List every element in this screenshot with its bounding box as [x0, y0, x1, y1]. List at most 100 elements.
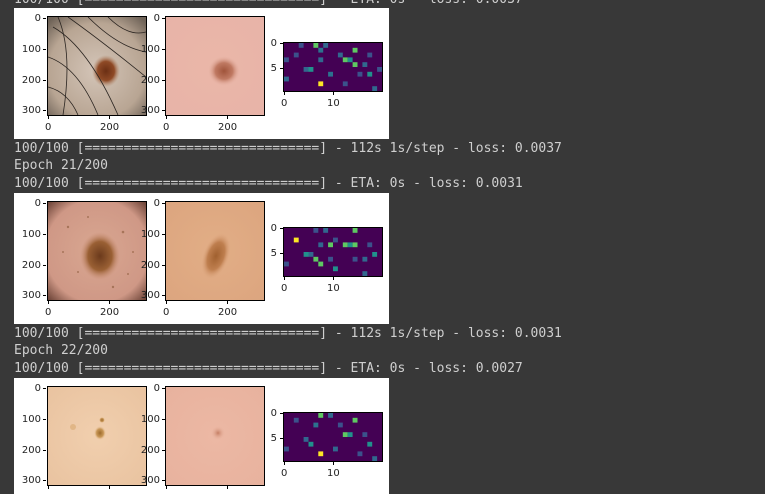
y-tick: 300 — [21, 105, 41, 116]
x-tick: 0 — [281, 468, 288, 479]
y-tick: 200 — [21, 75, 41, 86]
y-tick-mark — [162, 80, 165, 81]
y-tick-mark — [43, 234, 46, 235]
y-tick: 300 — [21, 475, 41, 486]
y-tick: 5 — [270, 63, 277, 74]
input-image-1 — [47, 16, 147, 116]
x-tick: 10 — [327, 98, 340, 109]
y-tick: 100 — [21, 229, 41, 240]
log-line-eta-prev: 100/100 [==============================]… — [14, 0, 523, 8]
x-tick: 10 — [327, 468, 340, 479]
y-tick-mark — [162, 49, 165, 50]
y-tick-mark — [280, 438, 283, 439]
y-tick: 0 — [270, 223, 277, 234]
y-tick-mark — [43, 80, 46, 81]
x-tick-mark — [333, 462, 334, 465]
y-tick-mark — [162, 265, 165, 266]
log-line-eta: 100/100 [==============================]… — [14, 176, 523, 191]
x-tick-mark — [166, 301, 167, 304]
y-tick: 100 — [140, 414, 160, 425]
x-tick-mark — [166, 486, 167, 489]
y-tick: 200 — [21, 445, 41, 456]
x-tick-mark — [48, 301, 49, 304]
y-tick: 100 — [140, 229, 160, 240]
y-tick: 0 — [153, 383, 160, 394]
latent-heatmap-3 — [283, 412, 383, 462]
y-tick: 0 — [270, 408, 277, 419]
x-tick-mark — [284, 92, 285, 95]
x-tick-mark — [166, 116, 167, 119]
y-tick-mark — [280, 43, 283, 44]
y-tick: 200 — [140, 75, 160, 86]
x-tick-mark — [48, 116, 49, 119]
y-tick: 0 — [34, 383, 41, 394]
x-tick-mark — [284, 277, 285, 280]
x-tick: 0 — [281, 98, 288, 109]
input-image-3 — [47, 386, 147, 486]
y-tick-mark — [43, 265, 46, 266]
latent-heatmap-1 — [283, 42, 383, 92]
x-tick-mark — [333, 277, 334, 280]
x-tick-mark — [227, 486, 228, 489]
y-tick-mark — [280, 253, 283, 254]
y-tick: 100 — [21, 414, 41, 425]
log-line-eta: 100/100 [==============================]… — [14, 361, 523, 376]
y-tick-mark — [43, 480, 46, 481]
x-tick: 0 — [45, 122, 52, 133]
x-tick: 200 — [100, 307, 120, 318]
y-tick: 0 — [153, 198, 160, 209]
y-tick-mark — [280, 68, 283, 69]
figure-output-2: 0 100 200 300 — [14, 193, 389, 324]
figure-output-1: 0 100 200 300 — [14, 8, 389, 139]
latent-heatmap-2 — [283, 227, 383, 277]
y-tick-mark — [162, 110, 165, 111]
y-tick-mark — [162, 388, 165, 389]
log-line-epoch: Epoch 22/200 — [14, 343, 108, 358]
y-tick: 200 — [21, 260, 41, 271]
y-tick: 100 — [140, 44, 160, 55]
y-tick-mark — [43, 49, 46, 50]
y-tick: 200 — [140, 445, 160, 456]
y-tick-mark — [280, 413, 283, 414]
x-tick-mark — [333, 92, 334, 95]
log-line-step: 100/100 [==============================]… — [14, 326, 562, 341]
y-tick: 300 — [140, 290, 160, 301]
log-line-step: 100/100 [==============================]… — [14, 141, 562, 156]
reconstruction-image-1 — [165, 16, 265, 116]
x-tick: 0 — [163, 307, 170, 318]
y-tick-mark — [43, 18, 46, 19]
x-tick: 10 — [327, 283, 340, 294]
input-image-2 — [47, 201, 147, 301]
y-tick-mark — [43, 110, 46, 111]
y-tick: 300 — [140, 475, 160, 486]
y-tick: 0 — [153, 13, 160, 24]
y-tick: 0 — [270, 38, 277, 49]
x-tick-mark — [109, 301, 110, 304]
x-tick-mark — [109, 486, 110, 489]
x-tick: 0 — [281, 283, 288, 294]
x-tick: 0 — [163, 122, 170, 133]
y-tick: 0 — [34, 198, 41, 209]
y-tick: 0 — [34, 13, 41, 24]
x-tick: 200 — [100, 122, 120, 133]
y-tick-mark — [162, 234, 165, 235]
y-tick: 200 — [140, 260, 160, 271]
y-tick-mark — [43, 450, 46, 451]
y-tick-mark — [162, 450, 165, 451]
y-tick-mark — [43, 203, 46, 204]
reconstruction-image-3 — [165, 386, 265, 486]
y-tick: 5 — [270, 433, 277, 444]
y-tick-mark — [43, 295, 46, 296]
figure-output-3: 0 100 200 300 0 100 — [14, 378, 389, 494]
y-tick-mark — [162, 18, 165, 19]
y-tick: 5 — [270, 248, 277, 259]
x-tick-mark — [227, 301, 228, 304]
x-tick-mark — [284, 462, 285, 465]
y-tick-mark — [162, 419, 165, 420]
y-tick-mark — [162, 480, 165, 481]
y-tick-mark — [43, 419, 46, 420]
reconstruction-image-2 — [165, 201, 265, 301]
y-tick-mark — [43, 388, 46, 389]
log-line-epoch: Epoch 21/200 — [14, 158, 108, 173]
y-tick-mark — [162, 203, 165, 204]
